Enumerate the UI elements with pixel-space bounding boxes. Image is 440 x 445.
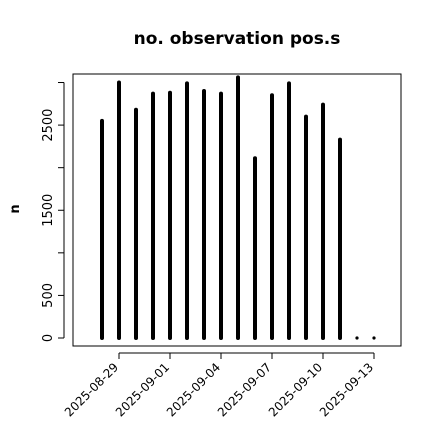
bar-series xyxy=(100,75,376,340)
y-axis: 0 500 1500 2500 xyxy=(41,82,65,342)
bar-point xyxy=(355,336,359,340)
x-tick-label: 2025-09-04 xyxy=(164,360,223,419)
x-tick-label: 2025-09-01 xyxy=(113,360,172,419)
y-tick-label: 0 xyxy=(41,334,56,342)
chart-title: no. observation pos.s xyxy=(134,29,341,49)
x-tick-label: 2025-09-13 xyxy=(317,360,376,419)
y-tick-label: 1500 xyxy=(41,194,56,227)
x-tick-label: 2025-09-10 xyxy=(266,360,325,419)
y-tick-label: 2500 xyxy=(41,109,56,142)
y-axis-label: n xyxy=(8,204,23,213)
x-tick-label: 2025-08-29 xyxy=(62,360,121,419)
x-tick-label: 2025-09-07 xyxy=(215,360,274,419)
x-axis: 2025-08-292025-09-012025-09-042025-09-07… xyxy=(62,352,376,419)
y-tick-label: 500 xyxy=(41,283,56,308)
bar-point xyxy=(372,336,376,340)
plot-frame xyxy=(72,73,402,347)
